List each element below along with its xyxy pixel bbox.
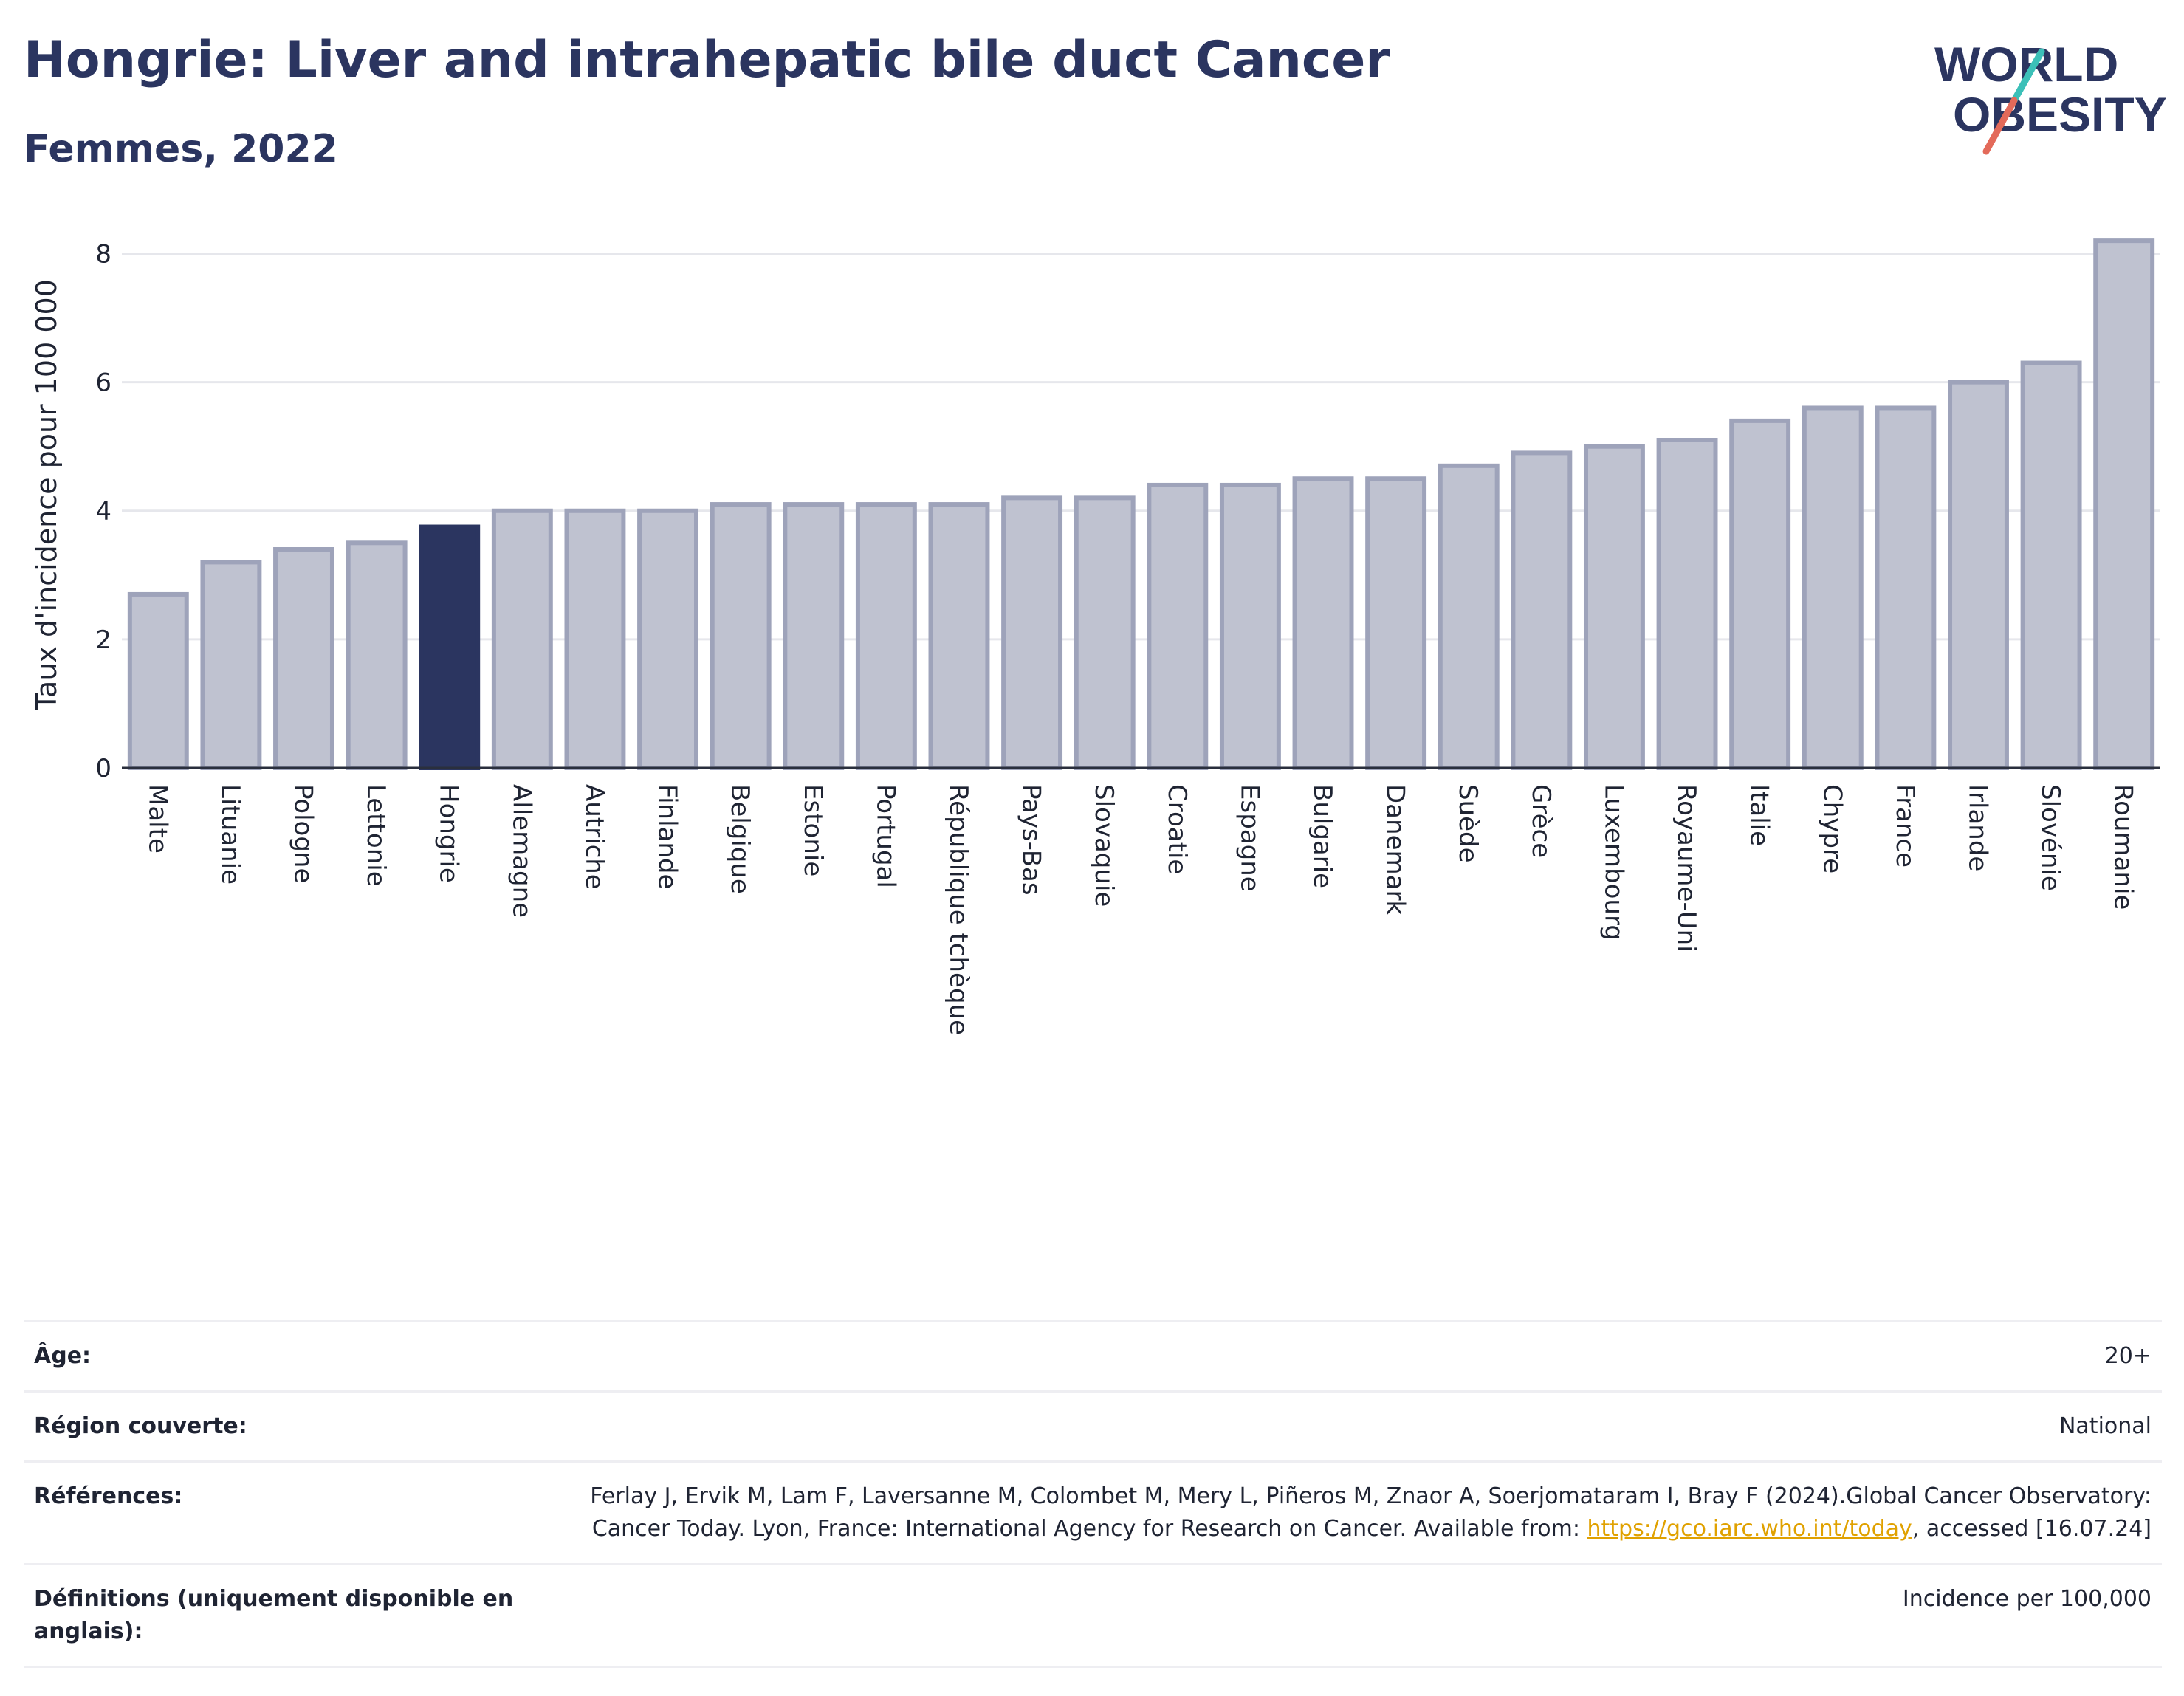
bar (1438, 463, 1500, 770)
x-tick-label: Pays-Bas (1017, 784, 1046, 896)
references-value: Ferlay J, Ervik M, Lam F, Laversanne M, … (527, 1480, 2152, 1545)
x-tick-label: Slovaquie (1089, 784, 1119, 907)
y-tick-label: 0 (95, 754, 111, 783)
bar (1219, 482, 1281, 770)
definitions-value: Incidence per 100,000 (1902, 1586, 2152, 1612)
x-tick-label: République tchèque (944, 784, 973, 1035)
x-tick-label: Irlande (1962, 784, 1992, 871)
x-tick-label: Hongrie (434, 784, 464, 883)
bar (2020, 360, 2082, 770)
x-tick-label: Croatie (1162, 784, 1192, 874)
bar (1802, 405, 1864, 770)
y-axis-label: Taux d'incidence pour 100 000 (30, 279, 63, 711)
x-tick-label: Suède (1453, 784, 1483, 863)
x-tick-label: Autriche (580, 784, 609, 890)
region-label: Région couverte: (34, 1413, 247, 1439)
x-tick-label: Royaume-Uni (1672, 784, 1701, 952)
x-tick-label: Danemark (1381, 784, 1410, 915)
definitions-label: Définitions (uniquement disponible en an… (34, 1586, 514, 1644)
meta-row-age: Âge: 20+ (24, 1320, 2162, 1390)
x-tick-label: Lettonie (361, 784, 391, 887)
bar (1147, 482, 1209, 770)
bar (928, 502, 990, 770)
bar (710, 502, 772, 770)
page-subtitle: Femmes, 2022 (24, 127, 338, 171)
x-tick-label: Finlande (653, 784, 682, 889)
meta-row-region: Région couverte: National (24, 1390, 2162, 1460)
logo-slash-bottom (1982, 97, 2018, 155)
bar (1365, 476, 1427, 770)
references-link[interactable]: https://gco.iarc.who.int/today (1587, 1516, 1912, 1542)
bar (1948, 380, 2009, 771)
references-text: Ferlay J, Ervik M, Lam F, Laversanne M, … (590, 1483, 2152, 1542)
age-label: Âge: (34, 1343, 92, 1369)
region-value: National (2058, 1413, 2152, 1439)
logo-slash-top (2010, 48, 2045, 104)
bar (346, 540, 408, 770)
bar (2093, 238, 2155, 770)
bar (127, 591, 189, 770)
x-tick-label: Estonie (798, 784, 828, 876)
y-tick-label: 6 (95, 368, 111, 398)
bar (200, 560, 262, 770)
bar (855, 502, 917, 770)
x-tick-label: France (1890, 784, 1920, 868)
world-obesity-logo: WORLD OBESITY (1934, 37, 2167, 155)
bar (419, 524, 481, 770)
x-tick-label: Roumanie (2109, 784, 2138, 910)
bar (1583, 444, 1645, 770)
x-tick-label: Bulgarie (1308, 784, 1337, 888)
x-tick-label: Pologne (289, 784, 318, 883)
bar (783, 502, 845, 770)
y-tick-label: 4 (95, 497, 111, 526)
bar (1729, 418, 1791, 770)
bar (564, 508, 626, 770)
bar (273, 547, 334, 770)
bar (1656, 438, 1718, 770)
x-tick-label: Chypre (1817, 784, 1847, 873)
bar (1875, 405, 1937, 770)
references-label: Références: (34, 1483, 183, 1509)
x-tick-label: Italie (1745, 784, 1774, 846)
x-tick-label: Grèce (1526, 784, 1556, 858)
x-tick-label: Slovénie (2036, 784, 2065, 891)
bar (637, 508, 699, 770)
metadata-table: Âge: 20+ Région couverte: National Référ… (24, 1320, 2162, 1668)
logo-line-2: OBESITY (1953, 87, 2167, 142)
bar (1074, 495, 1136, 770)
bar (1001, 495, 1063, 770)
bar-chart: 0 2 4 6 8 Taux d'incidence pour 100 000 Malte L… (30, 238, 2160, 1035)
meta-row-references: Références: Ferlay J, Ervik M, Lam F, La… (24, 1460, 2162, 1563)
references-suffix: , accessed [16.07.24] (1912, 1516, 2152, 1542)
y-tick-label: 2 (95, 625, 111, 655)
x-tick-label: Luxembourg (1598, 784, 1628, 941)
x-tick-label: Belgique (725, 784, 755, 894)
age-value: 20+ (2104, 1343, 2152, 1369)
bar (1292, 476, 1354, 770)
y-tick-label: 8 (95, 240, 111, 269)
x-tick-label: Espagne (1234, 784, 1264, 892)
x-tick-label: Portugal (870, 784, 900, 888)
page-title: Hongrie: Liver and intrahepatic bile duc… (24, 31, 1390, 89)
bar (491, 508, 553, 770)
meta-row-definitions: Définitions (uniquement disponible en an… (24, 1563, 2162, 1668)
x-tick-label: Malte (142, 784, 172, 854)
bar (1511, 450, 1573, 770)
x-tick-label: Allemagne (506, 784, 536, 918)
x-tick-label: Lituanie (216, 784, 245, 885)
